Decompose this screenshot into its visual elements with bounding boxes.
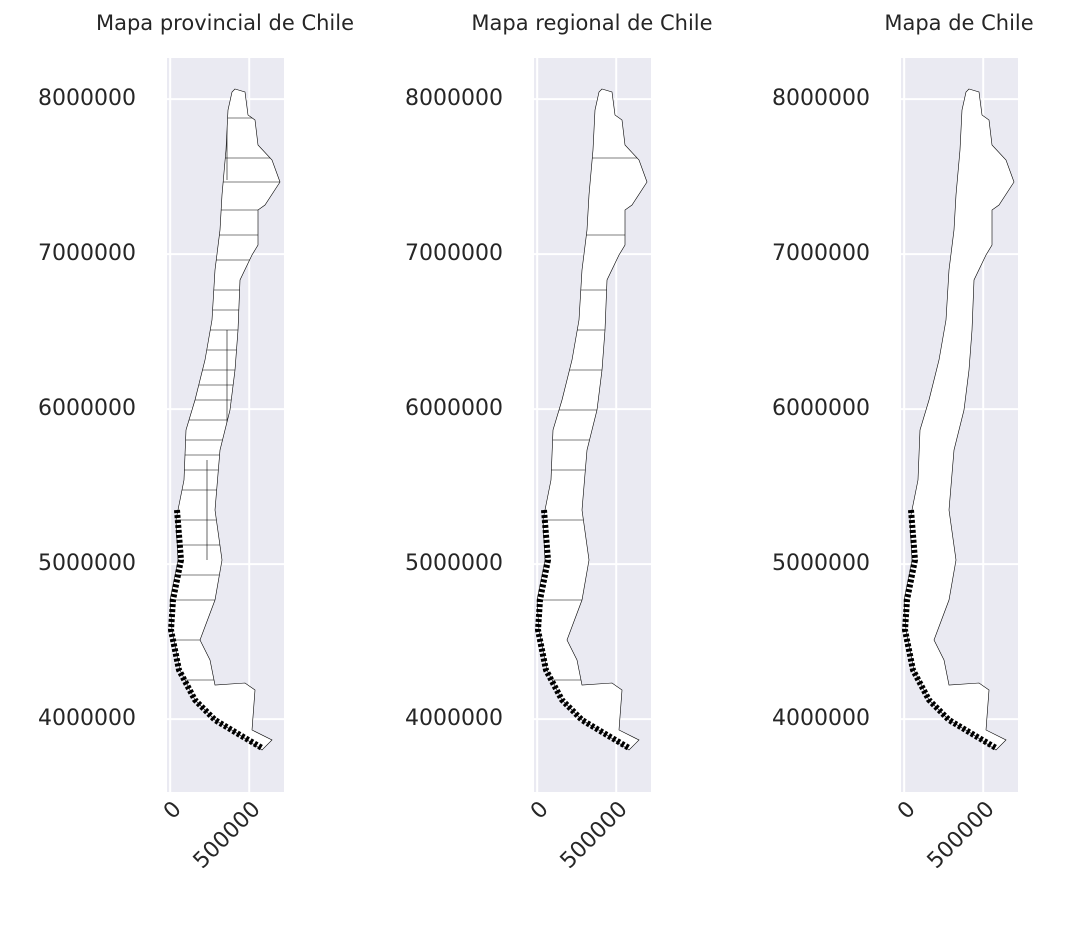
x-tick-label: 500000: [556, 797, 633, 874]
y-tick-label: 4000000: [405, 706, 503, 731]
islands: [534, 509, 631, 751]
y-tick-label: 5000000: [405, 551, 503, 576]
x-tick-label: 500000: [923, 797, 1000, 874]
islands: [901, 509, 998, 751]
y-tick-label: 6000000: [405, 396, 503, 421]
panel: Mapa de Chile 4000000 5000000 6000000 70000…: [772, 11, 1034, 874]
y-tick-label: 6000000: [772, 396, 870, 421]
panel-title: Mapa regional de Chile: [471, 11, 712, 35]
x-tick-label: 500000: [189, 797, 266, 874]
y-tick-label: 5000000: [38, 551, 136, 576]
panel: Mapa regional de Chile 4000000 5000000 600…: [405, 11, 713, 874]
y-tick-label: 4000000: [38, 706, 136, 731]
y-tick-label: 5000000: [772, 551, 870, 576]
x-tick-label: 0: [893, 797, 921, 825]
y-tick-label: 8000000: [772, 86, 870, 111]
y-tick-label: 6000000: [38, 396, 136, 421]
panel: Mapa provincial de Chile 4000000 5000000 6…: [38, 11, 354, 874]
y-tick-label: 8000000: [405, 86, 503, 111]
x-tick-label: 0: [159, 797, 187, 825]
y-tick-label: 7000000: [772, 241, 870, 266]
panel-title: Mapa provincial de Chile: [96, 11, 354, 35]
x-tick-label: 0: [526, 797, 554, 825]
panel-title: Mapa de Chile: [884, 11, 1033, 35]
y-tick-label: 4000000: [772, 706, 870, 731]
y-tick-label: 7000000: [405, 241, 503, 266]
islands: [167, 509, 264, 751]
y-tick-label: 7000000: [38, 241, 136, 266]
y-tick-label: 8000000: [38, 86, 136, 111]
